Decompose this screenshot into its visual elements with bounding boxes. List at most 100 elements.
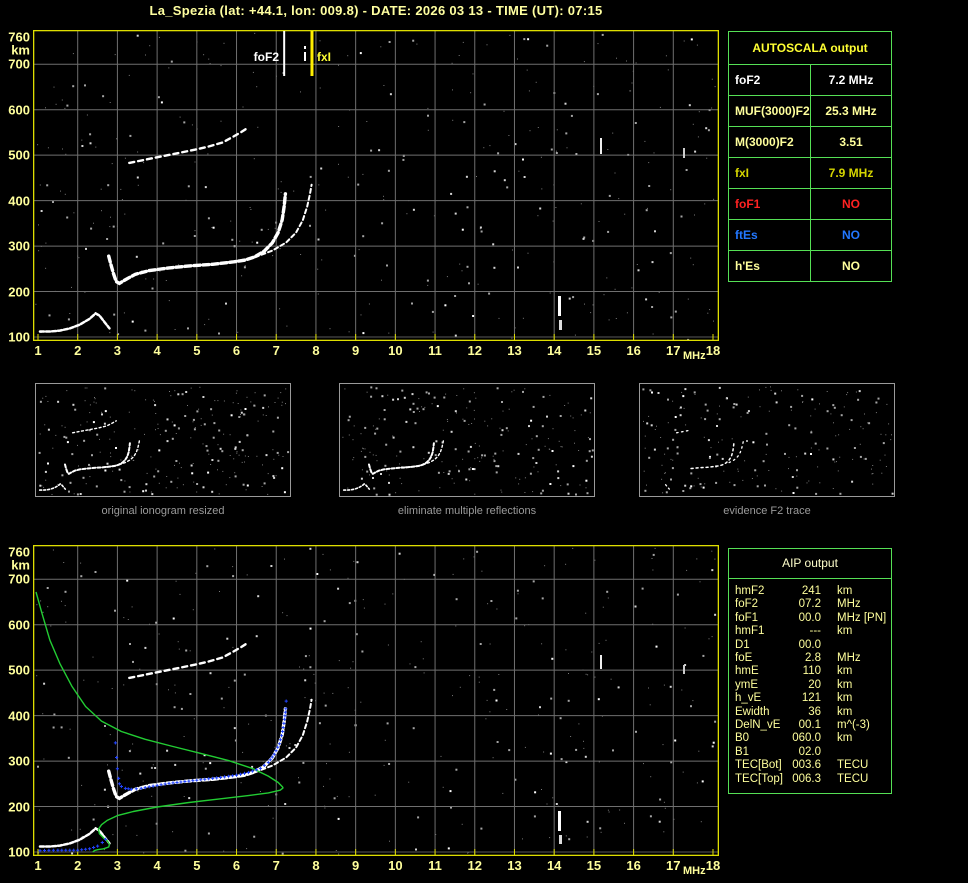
aip-param-label: Ewidth — [735, 705, 770, 718]
restored-trace-markers — [284, 699, 288, 703]
autoscala-param-label: fxI — [729, 158, 811, 188]
aip-param-unit — [837, 639, 891, 652]
autoscala-table-row: fxI 7.9 MHz — [729, 158, 891, 189]
aip-table-header: AIP output — [729, 549, 891, 579]
x-axis-tick-label: 8 — [312, 858, 320, 873]
x-axis-tick-label: 3 — [113, 858, 122, 873]
spacer — [821, 665, 837, 678]
spacer — [821, 598, 837, 611]
thumbnail-evidence-f2-trace — [639, 383, 895, 497]
aip-param-value: 003.6 — [792, 759, 821, 772]
y-axis-tick-label: 700 — [8, 571, 30, 587]
aip-param-unit: km — [837, 705, 853, 718]
y-axis-tick-label: 200 — [8, 799, 30, 815]
x-axis-tick-label: 13 — [507, 858, 522, 873]
aip-param-label: foE — [735, 652, 753, 665]
thumbnail-caption: eliminate multiple reflections — [397, 505, 537, 517]
x-axis-tick-label: 9 — [352, 858, 360, 873]
x-axis-unit-label: MHz — [682, 865, 706, 877]
aip-param-value: 2.8 — [805, 652, 821, 665]
x-axis-tick-label: 18 — [705, 343, 721, 358]
y-axis-tick-label: 600 — [8, 617, 30, 633]
x-axis-tick-label: 13 — [507, 343, 522, 358]
top-ionogram-canvas — [33, 30, 719, 341]
aip-param-unit: MHz — [837, 652, 861, 665]
y-axis-tick-label: 100 — [8, 329, 30, 345]
y-axis-tick-label: 300 — [8, 238, 30, 254]
y-axis-tick-label: 400 — [8, 193, 30, 209]
aip-param-unit: m^(-3) — [837, 719, 870, 732]
aip-param-label: B0 — [735, 732, 750, 745]
aip-param-unit: MHz — [837, 598, 861, 611]
spacer — [821, 585, 837, 598]
x-axis-tick-label: 5 — [193, 858, 201, 873]
fxI-marker-label: fxI — [317, 50, 332, 64]
thumbnail-original-ionogram — [35, 383, 291, 497]
aip-table-row: D1 00.0 — [735, 639, 891, 652]
spacer — [821, 746, 837, 759]
x-axis-tick-label: 5 — [193, 343, 201, 358]
aip-param-value: 36 — [808, 705, 821, 718]
y-axis-tick-label: 200 — [8, 284, 30, 300]
aip-table-row: DelN_vE 00.1 m^(-3) — [735, 719, 891, 732]
aip-param-value: 00.0 — [798, 638, 821, 651]
y-axis-unit-label: km — [11, 557, 30, 573]
x-axis-tick-label: 17 — [666, 343, 681, 358]
aip-param-unit: km — [837, 732, 853, 745]
x-axis-unit-label: MHz — [682, 350, 706, 362]
autoscala-param-label: h'Es — [729, 251, 811, 281]
autoscala-table-row: h'Es NO — [729, 251, 891, 281]
x-axis-tick-label: 9 — [352, 343, 360, 358]
station-date-time-title: La_Spezia (lat: +44.1, lon: 009.8) - DAT… — [149, 3, 603, 18]
spacer — [821, 759, 837, 772]
y-axis-tick-label: 500 — [8, 662, 30, 678]
aip-param-value: 241 — [801, 585, 821, 597]
x-axis-tick-label: 4 — [153, 858, 161, 873]
aip-param-value: 20 — [808, 678, 821, 691]
x-axis-tick-label: 11 — [428, 343, 442, 358]
autoscala-table-row: ftEs NO — [729, 220, 891, 251]
autoscala-param-label: foF1 — [729, 189, 811, 219]
y-axis-tick-label: 760 — [8, 544, 30, 560]
aip-param-unit — [837, 746, 891, 759]
spacer — [821, 652, 837, 665]
y-axis-tick-label: 760 — [8, 29, 30, 45]
thumbnail-caption: evidence F2 trace — [723, 505, 811, 517]
aip-param-unit: km — [837, 665, 853, 678]
x-axis-tick-label: 7 — [272, 343, 280, 358]
restored-trace-markers — [115, 755, 119, 760]
autoscala-param-value: 25.3 MHz — [825, 104, 877, 118]
aip-table-row: foE 2.8 MHz — [735, 652, 891, 665]
aip-param-value: 00.1 — [798, 719, 821, 732]
x-axis-tick-label: 16 — [626, 858, 641, 873]
x-axis-tick-label: 2 — [74, 858, 82, 873]
x-axis-tick-label: 12 — [467, 343, 482, 358]
spacer — [821, 612, 837, 625]
autoscala-param-label: MUF(3000)F2 — [729, 96, 811, 126]
x-axis-tick-label: 12 — [467, 858, 482, 873]
aip-param-value: 02.0 — [798, 745, 821, 758]
aip-param-unit: TECU — [837, 772, 869, 785]
aip-param-value: 121 — [801, 692, 821, 705]
aip-param-unit: km — [837, 678, 853, 691]
aip-table-row: hmF2 241 km — [735, 585, 891, 598]
x-axis-tick-label: 16 — [626, 343, 641, 358]
aip-param-label: TEC[Bot] — [735, 759, 782, 772]
y-axis-tick-label: 500 — [8, 147, 30, 163]
aip-param-value: 00.0 — [798, 611, 821, 624]
aip-param-label: foF2 — [735, 598, 759, 611]
aip-param-label: foF1 — [735, 611, 759, 624]
aip-param-unit: TECU — [837, 759, 869, 772]
restored-trace-markers — [38, 837, 108, 853]
y-axis-tick-label: 400 — [8, 708, 30, 724]
aip-param-value: 110 — [802, 665, 821, 678]
autoscala-param-label: ftEs — [729, 220, 811, 250]
aip-param-label: hmF1 — [735, 625, 765, 638]
x-axis-tick-label: 2 — [74, 343, 82, 358]
aip-param-value: 07.2 — [798, 598, 821, 611]
restored-trace-markers — [115, 767, 119, 771]
aip-table-row: B0 060.0 km — [735, 732, 891, 745]
aip-param-label: DelN_vE — [735, 719, 781, 732]
y-axis-unit-label: km — [11, 42, 30, 58]
